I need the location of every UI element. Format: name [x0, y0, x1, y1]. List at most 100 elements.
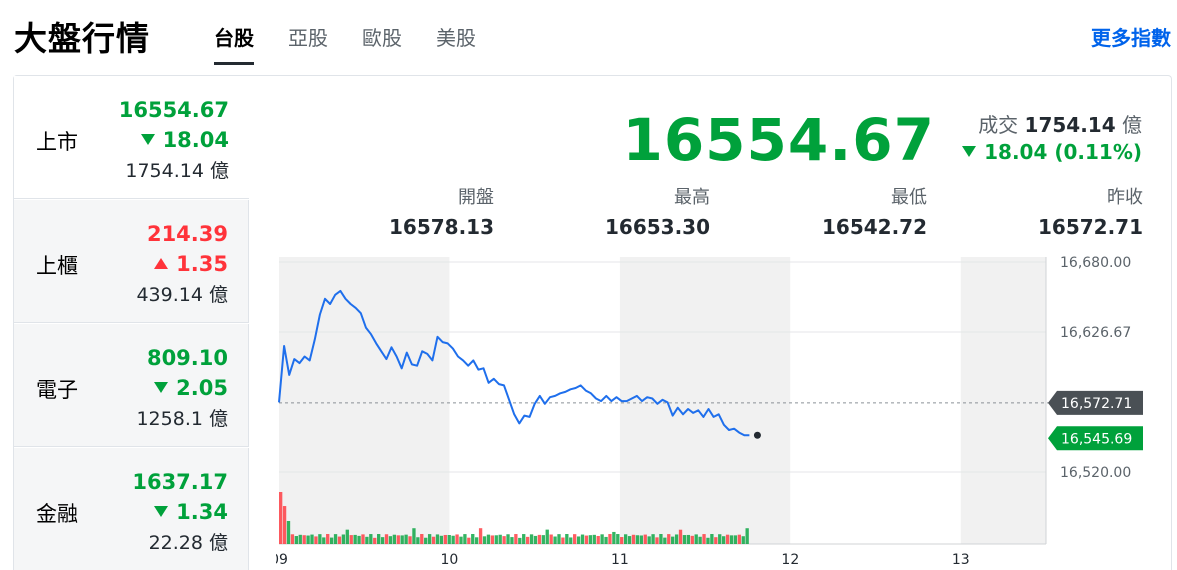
hour-band	[449, 257, 620, 544]
volume-bar	[510, 537, 514, 544]
volume-bar	[612, 531, 616, 544]
volume-bar	[455, 534, 459, 544]
index-sidebar: 上市 16554.67 18.04 1754.14 億 上櫃 214.39 1.…	[14, 76, 249, 570]
volume-bar	[694, 534, 698, 544]
sidebar-item-change: 1.34	[154, 500, 228, 524]
up-arrow-icon	[154, 258, 169, 269]
hour-band	[960, 257, 1046, 544]
tab-us-stocks[interactable]: 美股	[436, 26, 476, 50]
volume-bar	[302, 535, 306, 544]
sidebar-item-electronics[interactable]: 電子 809.10 2.05 1258.1 億	[14, 324, 249, 447]
volume-bar	[341, 534, 346, 544]
volume-bar	[408, 536, 412, 544]
last-price-badge: 16,545.69	[1061, 431, 1132, 447]
volume-bar	[377, 534, 381, 544]
sidebar-item-value: 809.10	[146, 346, 228, 370]
down-arrow-icon	[962, 146, 977, 157]
volume-bar	[682, 535, 687, 544]
tab-asia-stocks[interactable]: 亞股	[288, 26, 328, 50]
volume-bar	[329, 537, 334, 544]
volume-bar	[588, 535, 593, 544]
market-tabs: 台股 亞股 歐股 美股	[214, 22, 510, 65]
hour-band	[619, 257, 791, 544]
stat-label: 最高	[674, 187, 710, 208]
volume-bar	[725, 534, 730, 544]
volume-bar	[310, 534, 314, 544]
volume-bar	[282, 506, 287, 544]
intraday-chart[interactable]: 16,680.00 16,626.67 16,520.00 16,572.71 16,5…	[276, 254, 1156, 570]
volume-bar	[565, 534, 569, 544]
volume-bar	[706, 537, 710, 544]
volume-bar	[369, 534, 373, 544]
volume-bar	[733, 535, 738, 544]
sidebar-item-volume: 1258.1 億	[136, 408, 228, 430]
volume-bar	[721, 536, 726, 544]
volume-bar	[573, 534, 577, 544]
volume-bar	[349, 535, 353, 544]
tab-europe-stocks[interactable]: 歐股	[362, 26, 402, 50]
sidebar-item-listed[interactable]: 上市 16554.67 18.04 1754.14 億	[14, 76, 249, 199]
price-change: 18.04 (0.11%)	[962, 140, 1142, 164]
page-title: 大盤行情	[14, 19, 150, 58]
volume-bar	[439, 535, 444, 544]
volume-bar	[431, 536, 436, 544]
sidebar-item-finance[interactable]: 金融 1637.17 1.34 22.28 億	[14, 448, 249, 570]
volume-bar	[557, 534, 561, 544]
volume-bar	[486, 534, 491, 544]
volume-bar	[443, 534, 447, 544]
volume-bar	[600, 534, 604, 544]
sidebar-item-name: 金融	[36, 502, 78, 526]
stat-label: 最低	[891, 187, 927, 208]
volume-bar	[412, 528, 416, 544]
y-tick-label: 16,520.00	[1060, 465, 1131, 481]
sidebar-item-change: 18.04	[140, 128, 229, 152]
volume-bar	[463, 534, 467, 544]
volume-bar	[424, 537, 428, 544]
volume-bar	[396, 535, 400, 544]
volume-bar	[416, 537, 420, 544]
volume-bar	[533, 535, 538, 544]
volume-bar	[655, 537, 659, 544]
volume-bar	[475, 537, 479, 544]
sidebar-item-otc[interactable]: 上櫃 214.39 1.35 439.14 億	[14, 200, 249, 323]
price-line	[278, 289, 750, 437]
volume-bar	[482, 536, 487, 544]
current-price: 16554.67	[622, 106, 935, 174]
volume-bar	[345, 529, 349, 544]
volume-bar	[714, 537, 718, 544]
volume-bar	[322, 537, 326, 544]
volume-bar	[718, 534, 722, 544]
sidebar-item-change: 2.05	[154, 376, 228, 400]
sidebar-item-volume: 439.14 億	[136, 284, 228, 306]
volume-bar	[635, 535, 640, 544]
volume-bar	[678, 529, 683, 544]
sidebar-item-volume: 1754.14 億	[125, 160, 229, 182]
prev-close-badge-bg	[1048, 390, 1143, 415]
volume-bar	[490, 535, 495, 544]
down-arrow-icon	[140, 134, 155, 145]
volume-bar	[373, 537, 377, 544]
volume-bar	[522, 534, 526, 544]
volume-bar	[639, 535, 643, 544]
volume-bar	[388, 536, 393, 544]
y-tick-label: 16,626.67	[1060, 325, 1131, 341]
stat-value: 16653.30	[604, 215, 710, 239]
volume-bar	[478, 528, 483, 544]
volume-bar	[380, 537, 385, 544]
volume-bar	[631, 534, 636, 544]
stat-low: 最低 16542.72	[767, 183, 927, 239]
volume-bar	[286, 520, 291, 544]
stat-high: 最高 16653.30	[550, 183, 710, 239]
volume-bar	[435, 534, 440, 544]
tab-taiwan-stocks[interactable]: 台股	[214, 22, 254, 65]
volume-bar	[651, 534, 655, 544]
volume-bar	[647, 536, 651, 544]
volume-bar	[690, 535, 694, 544]
x-tick-label: 12	[781, 552, 799, 568]
stat-open: 開盤 16578.13	[334, 183, 494, 239]
more-indices-link[interactable]: 更多指數	[1091, 26, 1171, 50]
price-change-value: 18.04 (0.11%)	[984, 140, 1142, 164]
volume-bar	[420, 534, 424, 544]
y-tick-label: 16,680.00	[1060, 255, 1131, 271]
volume-bar	[729, 535, 734, 544]
